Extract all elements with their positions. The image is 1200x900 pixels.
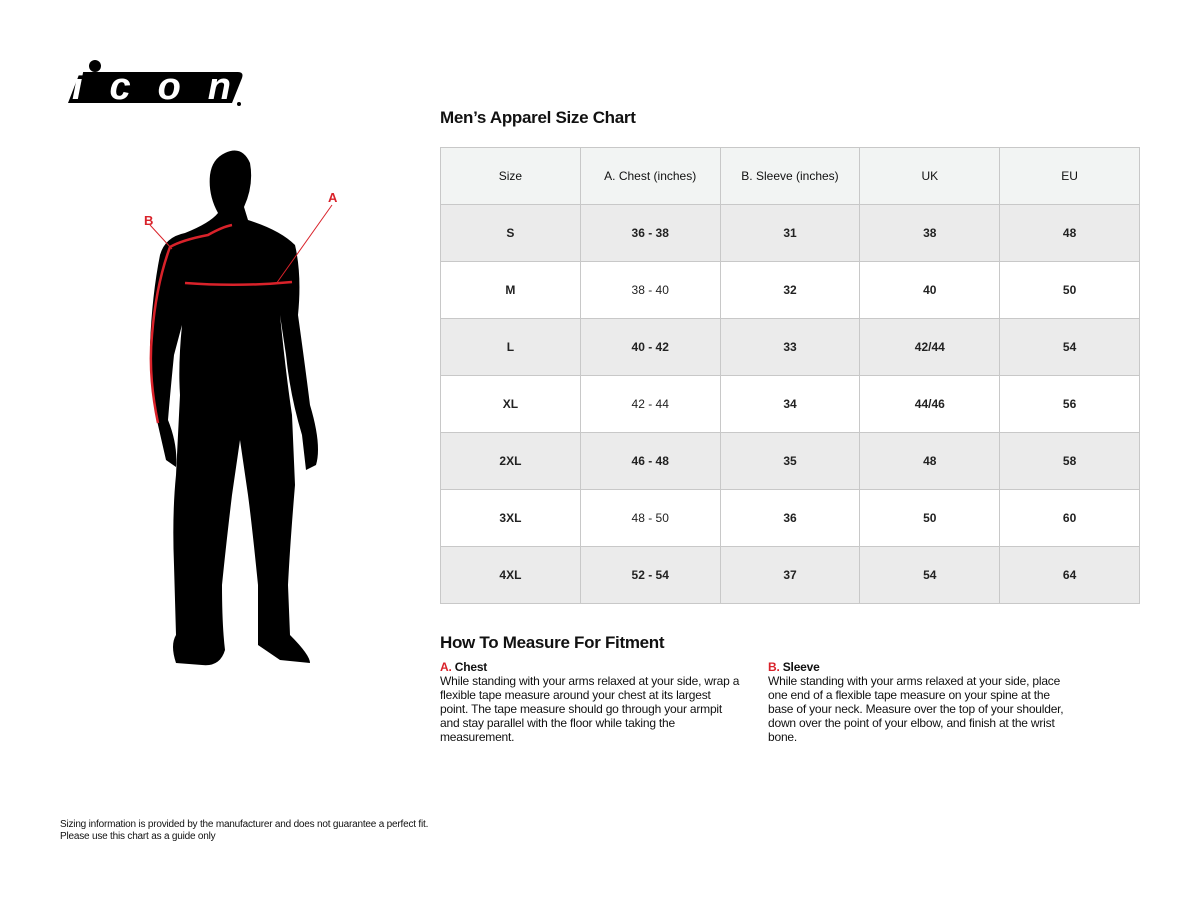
column-header: B. Sleeve (inches): [719, 147, 861, 205]
sleeve-text: While standing with your arms relaxed at…: [768, 674, 1064, 744]
icon-logo: icon: [68, 60, 243, 108]
sleeve-label: Sleeve: [782, 660, 820, 674]
chest-letter: A.: [440, 660, 452, 674]
table-cell: 40: [859, 261, 1001, 319]
column-header: UK: [859, 147, 1001, 205]
table-row: 2XL 46 - 48 35 48 58: [440, 432, 1140, 490]
table-cell: 32: [719, 261, 861, 319]
label-a: A: [328, 190, 338, 205]
table-cell: 35: [719, 432, 861, 490]
table-row: XL 42 - 44 34 44/46 56: [440, 375, 1140, 433]
chest-text: While standing with your arms relaxed at…: [440, 674, 740, 744]
table-cell: 36: [719, 489, 861, 547]
sleeve-letter: B.: [768, 660, 780, 674]
table-cell: 44/46: [859, 375, 1001, 433]
table-cell: 60: [999, 489, 1140, 547]
table-cell: 48: [859, 432, 1001, 490]
label-b: B: [144, 213, 153, 228]
table-cell: 38: [859, 204, 1001, 262]
sleeve-instructions: B. Sleeve While standing with your arms …: [768, 660, 1068, 744]
table-header-row: Size A. Chest (inches) B. Sleeve (inches…: [440, 147, 1140, 205]
table-cell: 33: [719, 318, 861, 376]
table-cell: 56: [999, 375, 1140, 433]
table-cell: XL: [440, 375, 581, 433]
chart-title: Men’s Apparel Size Chart: [440, 108, 636, 127]
disclaimer-line: Sizing information is provided by the ma…: [60, 819, 429, 830]
table-cell: 42 - 44: [579, 375, 721, 433]
table-cell: 64: [999, 546, 1140, 604]
table-cell: 37: [719, 546, 861, 604]
table-cell: 38 - 40: [579, 261, 721, 319]
sleeve-measure-line: [149, 223, 233, 424]
table-cell: 36 - 38: [579, 204, 721, 262]
table-cell: 50: [999, 261, 1140, 319]
column-header: EU: [999, 147, 1140, 205]
column-header: A. Chest (inches): [579, 147, 721, 205]
table-cell: 46 - 48: [579, 432, 721, 490]
column-header: Size: [440, 147, 581, 205]
table-row: 4XL 52 - 54 37 54 64: [440, 546, 1140, 604]
table-cell: 2XL: [440, 432, 581, 490]
table-cell: 48 - 50: [579, 489, 721, 547]
table-cell: 4XL: [440, 546, 581, 604]
body-silhouette: B A: [144, 150, 338, 666]
table-cell: M: [440, 261, 581, 319]
table-cell: 54: [859, 546, 1001, 604]
table-cell: 34: [719, 375, 861, 433]
howto-title: How To Measure For Fitment: [440, 633, 665, 652]
table-cell: 48: [999, 204, 1140, 262]
table-row: M 38 - 40 32 40 50: [440, 261, 1140, 319]
table-row: 3XL 48 - 50 36 50 60: [440, 489, 1140, 547]
size-table: Size A. Chest (inches) B. Sleeve (inches…: [440, 147, 1140, 604]
chest-label: Chest: [454, 660, 488, 674]
disclaimer-line: Please use this chart as a guide only: [60, 831, 216, 842]
table-cell: 58: [999, 432, 1140, 490]
table-cell: L: [440, 318, 581, 376]
chest-measure-line: [184, 280, 293, 287]
table-cell: 42/44: [859, 318, 1001, 376]
chest-instructions: A. Chest While standing with your arms r…: [440, 660, 740, 744]
table-cell: 52 - 54: [579, 546, 721, 604]
table-cell: 50: [859, 489, 1001, 547]
table-cell: 31: [719, 204, 861, 262]
table-row: S 36 - 38 31 38 48: [440, 204, 1140, 262]
table-cell: 54: [999, 318, 1140, 376]
table-cell: 40 - 42: [579, 318, 721, 376]
table-row: L 40 - 42 33 42/44 54: [440, 318, 1140, 376]
table-cell: 3XL: [440, 489, 581, 547]
disclaimer: Sizing information is provided by the ma…: [60, 819, 428, 843]
table-cell: S: [440, 204, 581, 262]
